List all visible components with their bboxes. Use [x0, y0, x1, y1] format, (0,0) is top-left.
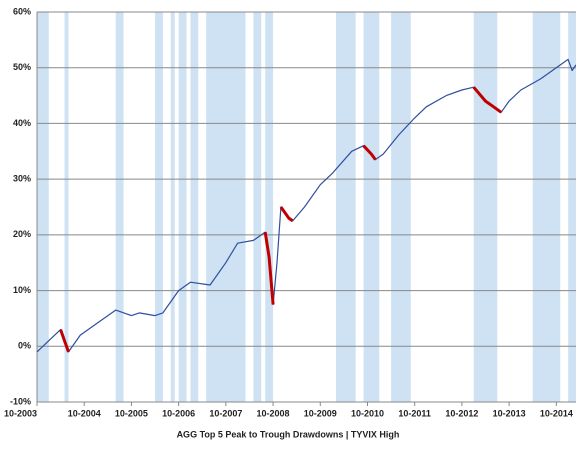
y-tick-label: 40% — [13, 118, 31, 128]
drawdown-line — [263, 231, 275, 305]
drawdown-line — [362, 144, 377, 161]
shaded-region — [391, 12, 411, 402]
shaded-region — [64, 12, 69, 402]
x-tick-label: 10-2010 — [351, 408, 384, 418]
shaded-region — [265, 12, 274, 402]
shaded-region — [155, 12, 163, 402]
shaded-region — [532, 12, 561, 402]
x-tick-label: 10-2014 — [540, 408, 573, 418]
shaded-region — [363, 12, 380, 402]
y-tick-label: 10% — [13, 285, 31, 295]
chart-title: AGG Top 5 Peak to Trough Drawdowns | TYV… — [177, 429, 400, 439]
x-tick-label: 10-2003 — [4, 408, 37, 418]
x-tick-label: 10-2008 — [257, 408, 290, 418]
y-tick-label: 30% — [13, 174, 31, 184]
shaded-region — [206, 12, 246, 402]
drawdown-line — [279, 206, 294, 223]
shaded-region — [190, 12, 199, 402]
x-tick-label: 10-2009 — [304, 408, 337, 418]
shaded-region — [473, 12, 498, 402]
x-tick-label: 10-2005 — [115, 408, 148, 418]
shaded-region — [178, 12, 187, 402]
y-tick-label: 20% — [13, 229, 31, 239]
y-tick-label: 0% — [18, 341, 31, 351]
x-tick-label: 10-2006 — [162, 408, 195, 418]
x-tick-label: 10-2012 — [445, 408, 478, 418]
shaded-region — [170, 12, 175, 402]
y-tick-label: -10% — [10, 396, 31, 406]
x-tick-label: 10-2004 — [68, 408, 101, 418]
x-tick-label: 10-2013 — [493, 408, 526, 418]
x-tick-label: 10-2007 — [209, 408, 242, 418]
shaded-region — [568, 12, 576, 402]
drawdown-line — [59, 329, 70, 353]
shaded-region — [336, 12, 356, 402]
shaded-region — [253, 12, 262, 402]
y-tick-label: 60% — [13, 6, 31, 16]
drawdown-line — [472, 86, 503, 114]
shaded-region — [115, 12, 124, 402]
x-tick-label: 10-2011 — [398, 408, 431, 418]
y-tick-label: 50% — [13, 62, 31, 72]
shaded-region — [37, 12, 49, 402]
